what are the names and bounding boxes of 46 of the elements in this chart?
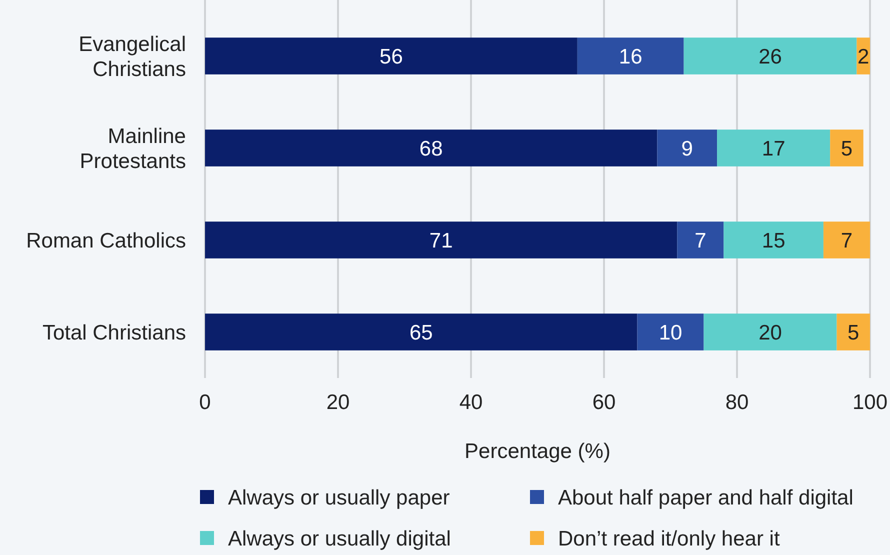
bar bbox=[684, 38, 857, 74]
y-tick-label: Mainline Protestants bbox=[80, 124, 186, 173]
legend-label: Don’t read it/only hear it bbox=[558, 527, 780, 550]
x-tick-label: 0 bbox=[199, 390, 211, 414]
bar bbox=[577, 38, 684, 74]
data-label: 71 bbox=[429, 229, 453, 252]
data-label: 7 bbox=[694, 229, 706, 252]
y-tick-label: Roman Catholics bbox=[26, 229, 186, 252]
data-label: 5 bbox=[848, 321, 860, 344]
data-label: 65 bbox=[409, 321, 433, 344]
data-label: 17 bbox=[762, 137, 786, 160]
data-label: 56 bbox=[380, 45, 403, 68]
bar bbox=[830, 130, 864, 166]
bar bbox=[717, 130, 830, 166]
bar bbox=[704, 314, 837, 350]
bar bbox=[637, 314, 704, 350]
data-label: 5 bbox=[840, 137, 853, 160]
bar bbox=[823, 222, 870, 258]
x-tick-label: 100 bbox=[852, 390, 888, 414]
bar bbox=[724, 222, 824, 258]
x-tick-label: 80 bbox=[725, 390, 749, 414]
legend-label: Always or usually paper bbox=[228, 486, 450, 510]
bar bbox=[836, 314, 870, 350]
data-label: 2 bbox=[858, 45, 870, 68]
data-label: 7 bbox=[840, 229, 853, 252]
data-label: 15 bbox=[762, 229, 786, 252]
y-tick-label: Total Christians bbox=[42, 321, 186, 344]
data-label: 68 bbox=[419, 137, 443, 160]
x-tick-label: 20 bbox=[326, 390, 350, 414]
data-label: 9 bbox=[681, 137, 693, 160]
data-label: 10 bbox=[658, 321, 682, 344]
data-label: 26 bbox=[758, 45, 782, 68]
bar bbox=[677, 222, 724, 258]
x-tick-label: 40 bbox=[459, 390, 483, 414]
data-label: 20 bbox=[758, 321, 782, 344]
data-label: 16 bbox=[618, 45, 642, 68]
bar bbox=[657, 130, 718, 166]
legend-label: About half paper and half digital bbox=[558, 486, 854, 510]
bar bbox=[205, 130, 658, 166]
bar bbox=[205, 314, 638, 350]
bar bbox=[205, 38, 578, 74]
x-tick-label: 60 bbox=[592, 390, 616, 414]
x-axis-title: Percentage (%) bbox=[464, 440, 610, 463]
y-tick-label: Evangelical Christians bbox=[78, 32, 186, 81]
legend-label: Always or usually digital bbox=[228, 527, 451, 550]
bar bbox=[205, 222, 678, 258]
